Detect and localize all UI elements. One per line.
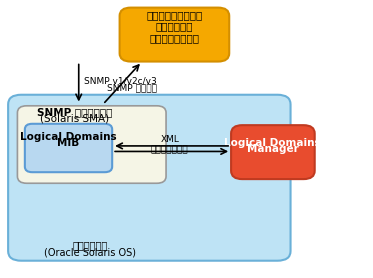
- Text: アプリケーション: アプリケーション: [149, 33, 199, 43]
- Text: Logical Domains: Logical Domains: [225, 138, 321, 148]
- Text: SNMP v1/v2c/v3: SNMP v1/v2c/v3: [84, 76, 157, 85]
- Text: XML: XML: [160, 135, 179, 144]
- FancyBboxPatch shape: [8, 95, 291, 261]
- Text: インタフェース: インタフェース: [151, 145, 189, 154]
- Text: SNMP エージェント: SNMP エージェント: [37, 107, 113, 117]
- Text: Manager: Manager: [247, 144, 299, 154]
- FancyBboxPatch shape: [25, 124, 112, 172]
- Text: MIB: MIB: [57, 138, 79, 148]
- Text: 制御ドメイン: 制御ドメイン: [72, 240, 107, 250]
- Text: Logical Domains: Logical Domains: [20, 132, 117, 142]
- FancyBboxPatch shape: [18, 106, 166, 183]
- Text: (Solaris SMA): (Solaris SMA): [40, 113, 110, 123]
- Text: サードパーティーの: サードパーティーの: [146, 10, 203, 20]
- Text: SNMP トラップ: SNMP トラップ: [107, 83, 157, 92]
- Text: (Oracle Solaris OS): (Oracle Solaris OS): [44, 247, 136, 257]
- FancyBboxPatch shape: [231, 125, 315, 179]
- FancyBboxPatch shape: [120, 8, 229, 61]
- Text: システム管理: システム管理: [156, 21, 193, 31]
